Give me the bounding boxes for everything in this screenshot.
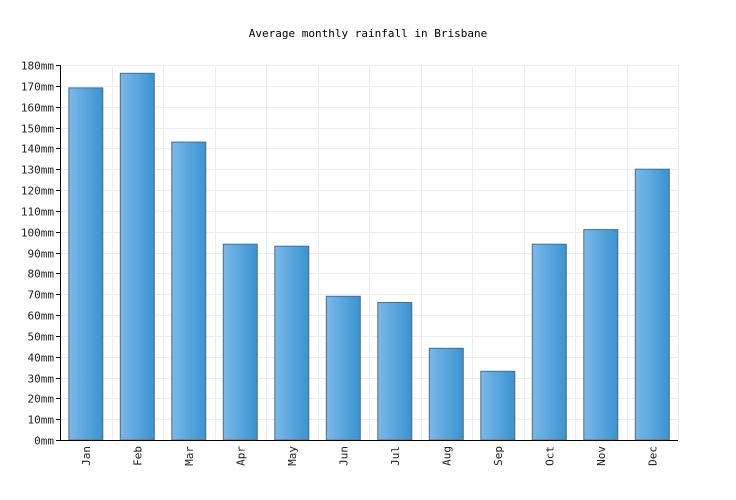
x-tick-label: Sep bbox=[492, 446, 505, 466]
x-tick-label: Apr bbox=[234, 446, 247, 466]
y-tick-label: 70mm bbox=[28, 289, 55, 302]
bars bbox=[68, 72, 670, 441]
y-tick-label: 140mm bbox=[21, 143, 54, 156]
x-tick-labels: Jan Feb Mar Apr May Jun Jul Aug Sep Oct Nov Dec bbox=[80, 446, 660, 466]
bar-nov bbox=[583, 229, 619, 441]
y-tick-label: 80mm bbox=[28, 268, 55, 281]
axes bbox=[56, 65, 678, 441]
x-tick-label: Oct bbox=[543, 446, 556, 466]
grid bbox=[60, 65, 679, 441]
x-tick-label: Mar bbox=[183, 446, 196, 466]
x-tick-label: Nov bbox=[595, 446, 608, 466]
bar-jul bbox=[377, 302, 413, 441]
y-tick-label: 170mm bbox=[21, 81, 54, 94]
x-tick-label: Aug bbox=[440, 446, 453, 466]
bar-jun bbox=[325, 295, 361, 441]
y-tick-label: 110mm bbox=[21, 206, 54, 219]
x-tick-label: Jul bbox=[389, 446, 402, 466]
y-tick-label: 130mm bbox=[21, 164, 54, 177]
x-tick-label: Jun bbox=[337, 446, 350, 466]
y-tick-label: 90mm bbox=[28, 248, 55, 261]
bar-apr bbox=[222, 243, 258, 441]
bar-aug bbox=[428, 347, 464, 441]
y-tick-label: 20mm bbox=[28, 393, 55, 406]
y-tick-label: 10mm bbox=[28, 414, 55, 427]
x-tick-label: Feb bbox=[131, 446, 144, 466]
bar-may bbox=[274, 245, 310, 441]
y-tick-label: 150mm bbox=[21, 123, 54, 136]
y-tick-label: 100mm bbox=[21, 227, 54, 240]
y-tick-label: 40mm bbox=[28, 352, 55, 365]
x-tick-label: Dec bbox=[646, 446, 659, 466]
bar-dec bbox=[634, 168, 670, 441]
y-tick-label: 180mm bbox=[21, 60, 54, 73]
y-tick-label: 160mm bbox=[21, 102, 54, 115]
chart-title: Average monthly rainfall in Brisbane bbox=[249, 27, 487, 40]
bar-feb bbox=[119, 72, 155, 441]
y-tick-label: 60mm bbox=[28, 310, 55, 323]
y-tick-label: 120mm bbox=[21, 185, 54, 198]
bar-jan bbox=[68, 87, 104, 441]
y-tick-labels: 0mm 10mm 20mm 30mm 40mm 50mm 60mm 70mm 80mm 90mm 1… bbox=[21, 60, 54, 448]
bar-mar bbox=[171, 141, 207, 441]
bar-oct bbox=[531, 243, 567, 441]
bar-sep bbox=[480, 370, 516, 441]
y-tick-label: 0mm bbox=[34, 435, 54, 448]
y-tick-label: 50mm bbox=[28, 331, 55, 344]
x-tick-label: May bbox=[286, 446, 299, 466]
x-tick-label: Jan bbox=[80, 446, 93, 466]
y-tick-label: 30mm bbox=[28, 373, 55, 386]
